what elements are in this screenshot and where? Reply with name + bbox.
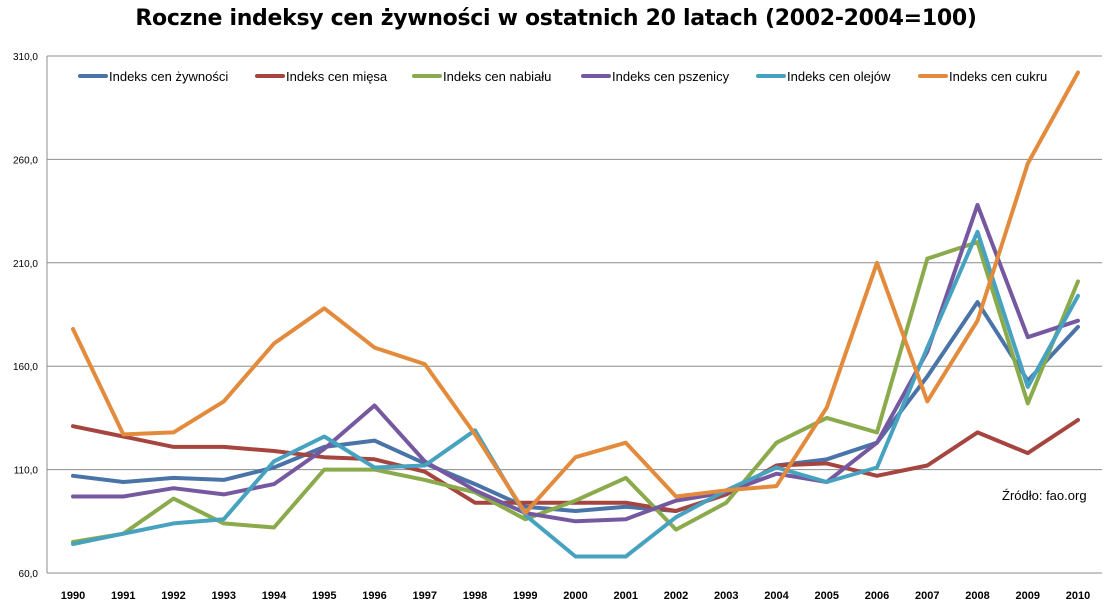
y-tick-label: 60,0 xyxy=(19,569,39,580)
chart-title: Roczne indeksy cen żywności w ostatnich … xyxy=(135,6,977,31)
x-tick-label: 1991 xyxy=(111,590,135,602)
x-tick-label: 1995 xyxy=(312,590,336,602)
series-lines xyxy=(71,70,1080,559)
source-note: Źródło: fao.org xyxy=(1002,488,1087,503)
y-tick-label: 210,0 xyxy=(13,259,38,270)
x-tick-label: 2005 xyxy=(815,590,839,602)
x-tick-label: 2002 xyxy=(664,590,688,602)
x-tick-label: 1999 xyxy=(513,590,537,602)
series-line xyxy=(71,70,1080,515)
series-line xyxy=(71,240,1080,544)
x-tick-label: 1994 xyxy=(262,590,287,602)
series-line xyxy=(71,202,1080,524)
legend-label: Indeks cen mięsa xyxy=(286,69,388,84)
legend-label: Indeks cen żywności xyxy=(109,69,228,84)
legend-label: Indeks cen olejów xyxy=(787,69,891,84)
x-tick-label: 2007 xyxy=(915,590,939,602)
x-tick-label: 2010 xyxy=(1066,590,1090,602)
x-tick-label: 2003 xyxy=(714,590,738,602)
x-tick-label: 1993 xyxy=(212,590,236,602)
x-tick-label: 1998 xyxy=(463,590,487,602)
series-line xyxy=(71,300,1080,513)
gridlines xyxy=(47,55,1102,471)
x-tick-label: 2009 xyxy=(1016,590,1040,602)
x-tick-label: 2000 xyxy=(563,590,587,602)
x-tick-label: 2001 xyxy=(614,590,638,602)
x-tick-label: 2004 xyxy=(764,590,789,602)
legend: Indeks cen żywności Indeks cen mięsa Indek… xyxy=(78,69,1047,84)
x-tick-label: 1990 xyxy=(61,590,85,602)
y-tick-label: 260,0 xyxy=(13,155,38,166)
x-tick-label: 1992 xyxy=(161,590,185,602)
y-tick-label: 110,0 xyxy=(14,466,39,477)
legend-label: Indeks cen cukru xyxy=(949,69,1047,84)
series-line xyxy=(71,229,1080,559)
series-line xyxy=(71,418,1080,513)
x-tick-label: 1997 xyxy=(413,590,437,602)
legend-label: Indeks cen pszenicy xyxy=(612,69,730,84)
y-tick-label: 160,0 xyxy=(13,362,38,373)
x-tick-label: 1996 xyxy=(362,590,386,602)
x-tick-label: 2008 xyxy=(965,590,989,602)
x-tick-label: 2006 xyxy=(865,590,889,602)
legend-label: Indeks cen nabiału xyxy=(443,69,551,84)
y-tick-label: 310,0 xyxy=(13,52,38,63)
axes: 60,0 110,0 160,0 210,0 260,0 310,0 1990 1991 199… xyxy=(13,52,1102,602)
